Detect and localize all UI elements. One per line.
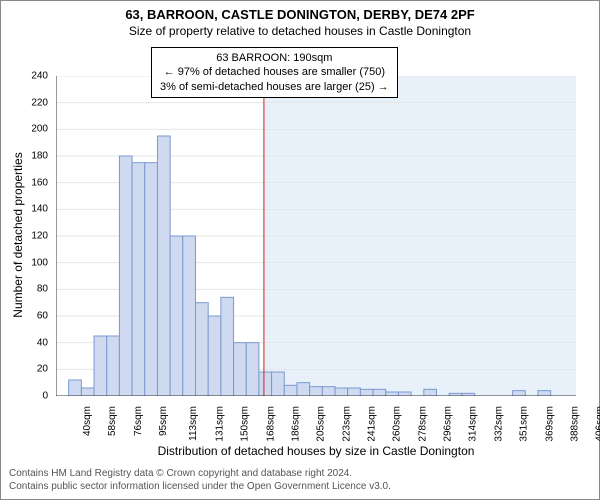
y-tick: 180 [31,151,48,162]
x-tick: 406sqm [595,406,600,442]
histogram-bar [221,297,234,396]
annotation-line-1: 63 BARROON: 190sqm [160,51,389,65]
x-tick: 40sqm [82,406,93,436]
histogram-bar [246,343,259,396]
y-tick: 20 [37,364,48,375]
histogram-plot [56,76,576,396]
footer-line-2: Contains public sector information licen… [9,480,591,493]
x-tick: 76sqm [133,406,144,436]
footer-line-1: Contains HM Land Registry data © Crown c… [9,467,591,480]
chart-subtitle: Size of property relative to detached ho… [1,24,599,38]
x-tick: 223sqm [341,406,352,442]
x-tick: 150sqm [240,406,251,442]
histogram-bar [310,387,323,396]
y-tick: 220 [31,97,48,108]
histogram-bar [538,391,551,396]
histogram-bar [107,336,120,396]
chart-container: 63, BARROON, CASTLE DONINGTON, DERBY, DE… [0,0,600,500]
histogram-bar [259,372,272,396]
y-axis-label: Number of detached properties [11,135,25,335]
y-tick: 100 [31,257,48,268]
annotation-line-2: ← 97% of detached houses are smaller (75… [160,65,389,79]
y-tick: 80 [37,284,48,295]
histogram-bar [132,163,145,396]
histogram-bar [234,343,247,396]
x-axis-label: Distribution of detached houses by size … [56,444,576,458]
histogram-bar [81,388,94,396]
x-tick: 314sqm [468,406,479,442]
histogram-bar [94,336,107,396]
y-tick: 200 [31,124,48,135]
x-tick: 113sqm [188,406,199,441]
chart-title: 63, BARROON, CASTLE DONINGTON, DERBY, DE… [1,7,599,22]
y-tick: 0 [42,391,48,402]
histogram-bar [183,236,196,396]
x-tick: 332sqm [493,406,504,442]
histogram-bar [157,136,170,396]
histogram-bar [360,389,373,396]
histogram-bar [69,380,82,396]
histogram-bar [335,388,348,396]
y-tick: 240 [31,71,48,82]
x-tick: 58sqm [107,406,118,436]
x-tick: 95sqm [158,406,169,436]
histogram-bar [398,392,411,396]
x-tick: 369sqm [544,406,555,442]
x-tick: 260sqm [392,406,403,442]
histogram-bar [272,372,285,396]
histogram-bar [322,387,335,396]
histogram-bar [196,303,209,396]
histogram-bar [145,163,158,396]
footer-attribution: Contains HM Land Registry data © Crown c… [9,467,591,493]
histogram-bar [348,388,361,396]
x-tick: 186sqm [291,406,302,442]
y-tick: 140 [31,204,48,215]
histogram-bar [119,156,132,396]
histogram-bar [386,392,399,396]
histogram-bar [208,316,221,396]
histogram-bar [297,383,310,396]
annotation-line-3: 3% of semi-detached houses are larger (2… [160,80,389,94]
x-tick: 131sqm [214,406,225,442]
x-tick: 278sqm [417,406,428,442]
y-tick: 60 [37,311,48,322]
histogram-bar [170,236,183,396]
y-tick: 160 [31,177,48,188]
histogram-bar [513,391,526,396]
x-tick: 296sqm [443,406,454,442]
y-tick: 40 [37,337,48,348]
histogram-bar [284,385,297,396]
annotation-box: 63 BARROON: 190sqm ← 97% of detached hou… [151,47,398,98]
histogram-bar [424,389,437,396]
histogram-bar [373,389,386,396]
x-tick: 168sqm [265,406,276,442]
x-tick: 241sqm [367,406,378,442]
x-tick: 351sqm [519,406,530,442]
x-tick: 388sqm [570,406,581,442]
x-tick: 205sqm [316,406,327,442]
y-tick: 120 [31,231,48,242]
